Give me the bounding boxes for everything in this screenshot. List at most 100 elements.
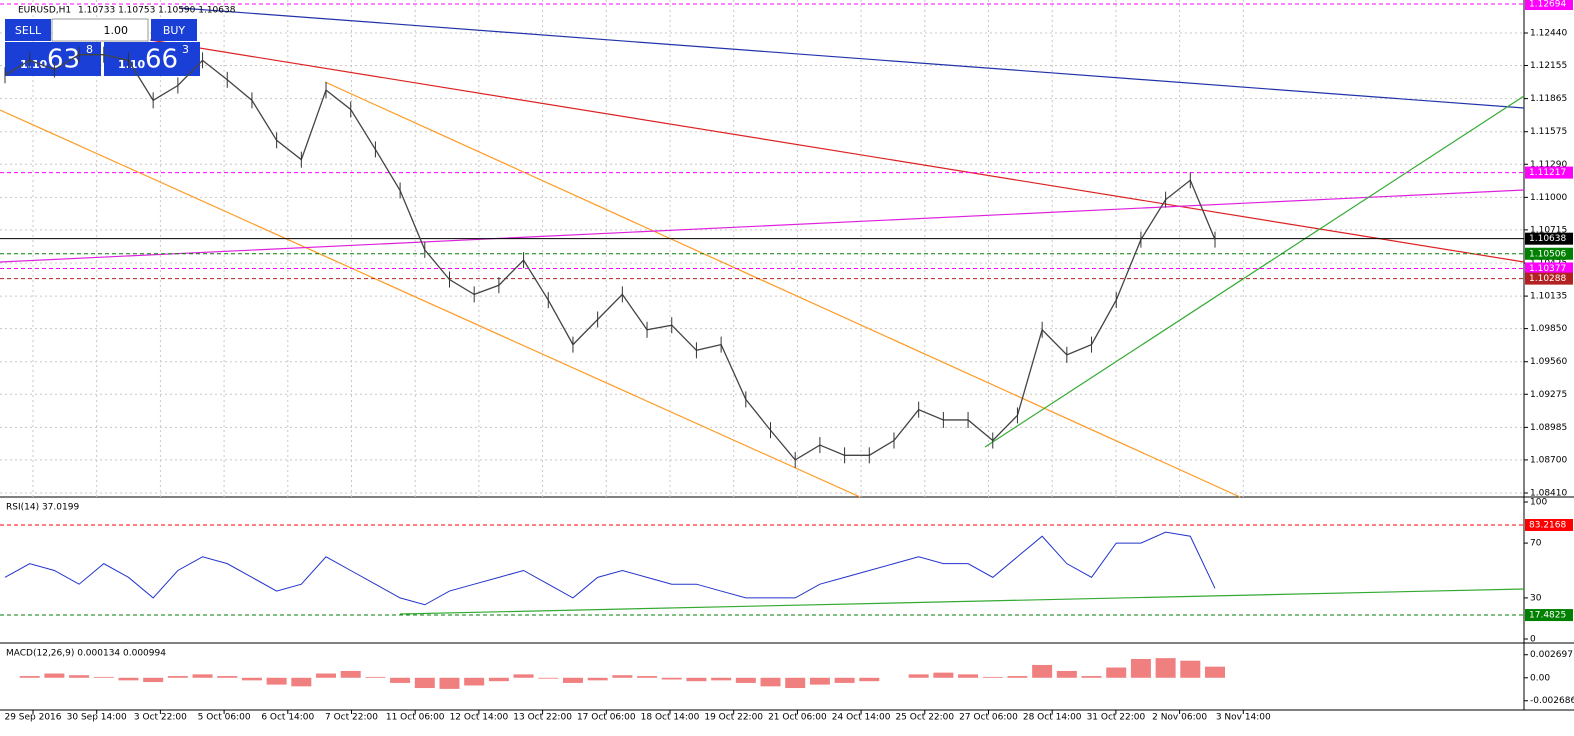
sell-big: 63	[47, 45, 80, 75]
macd-bar	[1032, 664, 1053, 678]
macd-bar	[340, 670, 361, 678]
macd-bar	[19, 676, 40, 678]
level-tag	[1525, 262, 1573, 275]
macd-bar	[785, 677, 806, 689]
time-label: 25 Oct 22:00	[895, 713, 954, 723]
lot-input[interactable]	[51, 18, 149, 42]
macd-bar	[513, 674, 534, 678]
macd-bar	[711, 677, 732, 681]
macd-bar	[908, 674, 929, 678]
time-label: 17 Oct 06:00	[577, 713, 636, 723]
y-tick-label: 1.11000	[1530, 193, 1567, 203]
level-tag	[1525, 247, 1573, 260]
macd-bar	[1180, 660, 1201, 678]
trend-line	[399, 588, 1525, 615]
macd-bar	[93, 676, 114, 678]
macd-bar	[488, 677, 509, 682]
macd-bar	[291, 677, 312, 687]
macd-bar	[365, 676, 386, 678]
time-label: 27 Oct 06:00	[959, 713, 1018, 723]
macd-bar	[192, 674, 213, 678]
level-label: 1.10377	[1529, 264, 1566, 274]
y-tick-label: 1.08985	[1530, 423, 1567, 433]
time-label: 5 Oct 06:00	[198, 713, 251, 723]
time-label: 11 Oct 06:00	[386, 713, 445, 723]
trend-line	[149, 39, 1525, 263]
rsi-line	[4, 531, 1216, 606]
level-label: 17.4825	[1529, 611, 1566, 621]
time-label: 3 Oct 22:00	[134, 713, 187, 723]
macd-bar	[414, 677, 435, 689]
macd-bar	[958, 674, 979, 678]
y-tick-label: 1.09850	[1530, 324, 1567, 334]
y-tick-label: 1.08700	[1530, 455, 1567, 465]
level-label: 1.11217	[1529, 168, 1566, 178]
buy-big: 66	[145, 45, 178, 75]
macd-bar	[143, 677, 164, 683]
y-tick-label: 1.08410	[1530, 489, 1567, 499]
macd-bar	[1205, 666, 1225, 678]
y-tick-label: 1.10715	[1530, 225, 1567, 235]
level-tag	[1525, 609, 1573, 622]
level-tag	[1525, 232, 1573, 245]
level-tag	[1525, 166, 1573, 179]
level-label: 1.10288	[1529, 274, 1566, 284]
macd-bar	[637, 676, 658, 678]
macd-bar	[834, 677, 855, 683]
symbol-info: EURUSD,H1	[18, 6, 71, 16]
macd-bar	[587, 677, 608, 681]
macd-bar	[439, 677, 460, 689]
time-label: 2 Nov 06:00	[1152, 713, 1207, 723]
buy-label[interactable]: BUY	[163, 24, 186, 37]
y-tick-label: 1.11865	[1530, 94, 1567, 104]
macd-bar	[241, 677, 262, 681]
level-tag	[1525, 518, 1573, 531]
sell-sup: 8	[86, 43, 93, 56]
sell-prefix: 1.10	[20, 58, 47, 71]
time-label: 21 Oct 06:00	[768, 713, 827, 723]
macd-bar	[1130, 658, 1151, 678]
sell-button[interactable]	[5, 19, 51, 41]
macd-bar	[1081, 676, 1102, 678]
time-label: 7 Oct 22:00	[325, 713, 378, 723]
y-tick-label: 1.10135	[1530, 292, 1567, 302]
macd-bar	[1056, 670, 1077, 678]
macd-bar	[859, 677, 880, 682]
time-label: 29 Sep 2016	[4, 713, 61, 723]
sell-price-box[interactable]	[5, 42, 101, 76]
time-label: 24 Oct 14:00	[832, 713, 891, 723]
macd-bar	[760, 677, 781, 687]
time-label: 31 Oct 22:00	[1087, 713, 1146, 723]
level-tag	[1525, 0, 1573, 10]
sell-label[interactable]: SELL	[15, 24, 42, 37]
buy-button[interactable]	[151, 19, 197, 41]
macd-bar	[44, 673, 65, 678]
trend-line	[179, 7, 1525, 109]
time-label: 13 Oct 22:00	[513, 713, 572, 723]
macd-bar	[1155, 658, 1176, 678]
lot-value[interactable]: 1.00	[104, 24, 129, 37]
y-tick-label: 30	[1530, 593, 1542, 603]
macd-bar	[266, 677, 287, 685]
time-label: 30 Sep 14:00	[67, 713, 127, 723]
trend-line	[0, 109, 861, 498]
level-label: 1.10638	[1529, 234, 1566, 244]
rsi-label: RSI(14) 37.0199	[6, 503, 79, 513]
price-line	[4, 54, 1216, 461]
level-label: 1.12694	[1529, 0, 1566, 9]
macd-bar	[686, 677, 707, 682]
y-tick-label: 0.00	[1530, 673, 1550, 683]
y-tick-label: 1.09560	[1530, 357, 1567, 367]
buy-sup: 3	[182, 43, 189, 56]
y-tick-label: 1.09275	[1530, 390, 1567, 400]
y-tick-label: 70	[1530, 539, 1542, 549]
y-tick-label: 0.002697	[1530, 650, 1573, 660]
time-label: 18 Oct 14:00	[641, 713, 700, 723]
macd-bar	[118, 677, 139, 681]
macd-bar	[217, 676, 238, 678]
macd-bar	[661, 677, 682, 680]
macd-bar	[982, 676, 1003, 678]
trend-line	[984, 95, 1525, 448]
